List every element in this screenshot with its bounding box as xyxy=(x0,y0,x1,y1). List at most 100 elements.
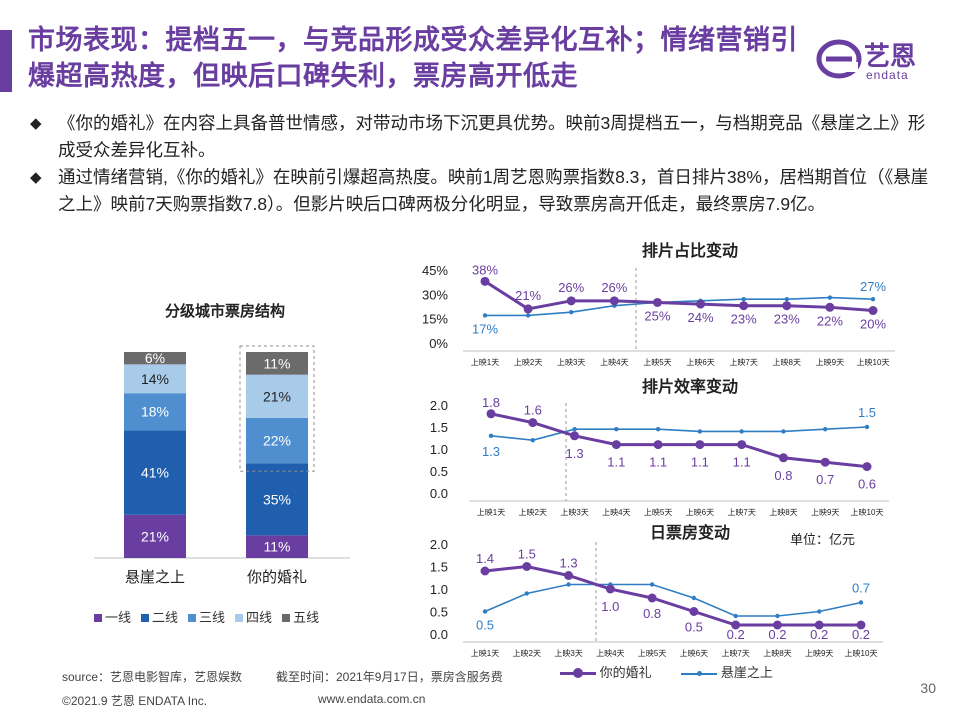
x-tick-label: 上映3天 xyxy=(560,507,588,517)
x-tick-label: 上映4天 xyxy=(600,357,628,366)
data-label-wedding: 23% xyxy=(774,312,800,327)
data-point-cliff xyxy=(524,591,529,596)
data-point-wedding xyxy=(739,301,749,311)
data-point-wedding xyxy=(480,276,490,286)
bar-data-label: 41% xyxy=(141,465,169,481)
data-point-wedding xyxy=(566,296,576,306)
legend-swatch-wedding xyxy=(560,668,596,679)
data-point-wedding xyxy=(731,620,741,630)
line-chart-title: 排片占比变动 xyxy=(642,241,738,260)
data-point-wedding xyxy=(862,462,872,472)
data-point-wedding xyxy=(814,620,824,630)
bar-segment xyxy=(246,374,308,418)
x-tick-label: 上映2天 xyxy=(519,507,547,517)
page-number: 30 xyxy=(920,680,936,696)
data-label-wedding: 21% xyxy=(515,288,541,303)
series-line-cliff xyxy=(490,426,868,442)
legend-label: 五线 xyxy=(293,610,320,625)
data-point-cliff xyxy=(655,427,661,432)
y-tick-label: 0.0 xyxy=(430,486,448,501)
x-tick-label: 上映9天 xyxy=(816,357,844,366)
data-label-wedding: 0.2 xyxy=(727,627,745,642)
legend-swatch-cliff xyxy=(681,670,718,676)
x-tick-label: 上映6天 xyxy=(686,357,714,366)
data-label-cliff: 27% xyxy=(860,279,886,294)
x-tick-label: 上映1天 xyxy=(471,648,499,658)
data-label-cliff: 0.5 xyxy=(476,618,494,633)
data-point-cliff xyxy=(864,424,870,430)
screening-share-line-chart: 排片占比变动 45% 30% 15% 0% 上映1天 上映2天 上映3天 上映4天 上映5天 上映6… xyxy=(422,241,895,366)
data-point-cliff xyxy=(781,429,786,434)
data-label-wedding: 1.8 xyxy=(482,395,500,410)
data-point-cliff xyxy=(858,600,864,605)
data-point-cliff xyxy=(572,427,577,432)
data-point-wedding xyxy=(647,593,657,603)
page-title: 市场表现：提档五一，与竞品形成受众差异化互补；情绪营销引爆超高热度，但映后口碑失… xyxy=(28,25,798,91)
data-label-wedding: 22% xyxy=(817,313,843,328)
data-point-cliff xyxy=(649,582,655,587)
bar-segment xyxy=(246,352,308,375)
bar-data-label: 11% xyxy=(264,355,291,371)
series-line-cliff xyxy=(485,296,874,317)
x-tick-label: 上映9天 xyxy=(805,648,833,658)
series-line-wedding xyxy=(484,564,861,627)
data-label-cliff: 17% xyxy=(472,321,498,336)
logo-name: 艺恩 xyxy=(864,41,917,71)
x-tick-label: 上映2天 xyxy=(514,357,542,366)
footer-copyright: ©2021.9 艺恩 ENDATA Inc. xyxy=(62,694,208,708)
data-label-wedding: 1.0 xyxy=(601,599,619,614)
x-tick-label: 上映6天 xyxy=(686,507,714,517)
bullet-list: 《你的婚礼》在内容上具备普世情感，对带动市场下沉更具优势。映前3周提档五一，与档… xyxy=(30,110,930,218)
data-label-wedding: 0.2 xyxy=(768,627,786,642)
data-point-cliff xyxy=(739,429,744,434)
bullet-item: 《你的婚礼》在内容上具备普世情感，对带动市场下沉更具优势。映前3周提档五一，与档… xyxy=(30,110,930,164)
data-point-cliff xyxy=(733,613,738,619)
data-point-wedding xyxy=(652,297,662,307)
screening-efficiency-line-chart: 排片效率变动 2.0 1.5 1.0 0.5 0.0 上映1天 上映2天 上映3天 上映4天 上映5… xyxy=(430,377,889,517)
legend-label-wedding: 你的婚礼 xyxy=(599,665,652,680)
y-tick-label: 15% xyxy=(422,312,448,327)
x-tick-label: 上映10天 xyxy=(857,357,890,366)
y-tick-label: 0.5 xyxy=(430,464,448,479)
data-point-cliff xyxy=(530,438,535,443)
footer-source: source：艺恩电影智库，艺恩娱数 xyxy=(62,670,243,684)
data-point-cliff xyxy=(823,427,828,432)
data-point-wedding xyxy=(486,409,496,419)
footer-cutoff: 截至时间：2021年9月17日，票房含服务费 xyxy=(276,670,503,684)
data-point-wedding xyxy=(695,440,705,450)
x-tick-label: 上映1天 xyxy=(477,507,505,517)
data-point-wedding xyxy=(653,440,663,450)
legend-swatch xyxy=(188,614,197,622)
data-label-wedding: 0.8 xyxy=(643,606,661,621)
data-point-wedding xyxy=(523,304,533,314)
line-chart-unit: 单位：亿元 xyxy=(790,532,855,547)
endata-logo-mark-icon xyxy=(816,39,862,79)
y-tick-label: 30% xyxy=(422,287,448,302)
data-label-wedding: 1.1 xyxy=(691,455,709,470)
x-tick-label: 上映3天 xyxy=(557,357,585,366)
x-tick-label: 上映7天 xyxy=(729,357,757,366)
data-label-wedding: 1.5 xyxy=(518,547,536,562)
data-label-wedding: 0.2 xyxy=(852,627,870,642)
data-point-wedding xyxy=(825,302,835,312)
legend-item: 五线 xyxy=(282,610,319,625)
endata-logo: 艺恩 endata xyxy=(812,34,942,84)
bar-segment xyxy=(124,393,186,431)
bar-segment xyxy=(124,364,186,394)
data-point-wedding xyxy=(778,453,788,463)
data-point-wedding xyxy=(689,607,699,616)
bar-category-label: 你的婚礼 xyxy=(247,569,307,586)
data-label-wedding: 1.3 xyxy=(560,556,578,571)
data-point-cliff xyxy=(827,295,833,300)
bar-category-label: 悬崖之上 xyxy=(125,569,185,586)
data-label-cliff: 1.5 xyxy=(858,405,876,420)
daily-box-office-line-chart: 日票房变动 单位：亿元 2.0 1.5 1.0 0.5 0.0 上映1天 上映2天 上映3天 上映4… xyxy=(430,523,883,658)
data-point-wedding xyxy=(696,299,706,309)
bar-segment xyxy=(246,535,308,558)
x-tick-label: 上映3天 xyxy=(554,648,582,658)
y-tick-label: 1.0 xyxy=(430,582,448,597)
bar-segment xyxy=(124,430,186,515)
x-tick-label: 上映4天 xyxy=(596,648,624,658)
bar-data-label: 35% xyxy=(263,491,291,507)
x-tick-label: 上映2天 xyxy=(513,648,541,658)
